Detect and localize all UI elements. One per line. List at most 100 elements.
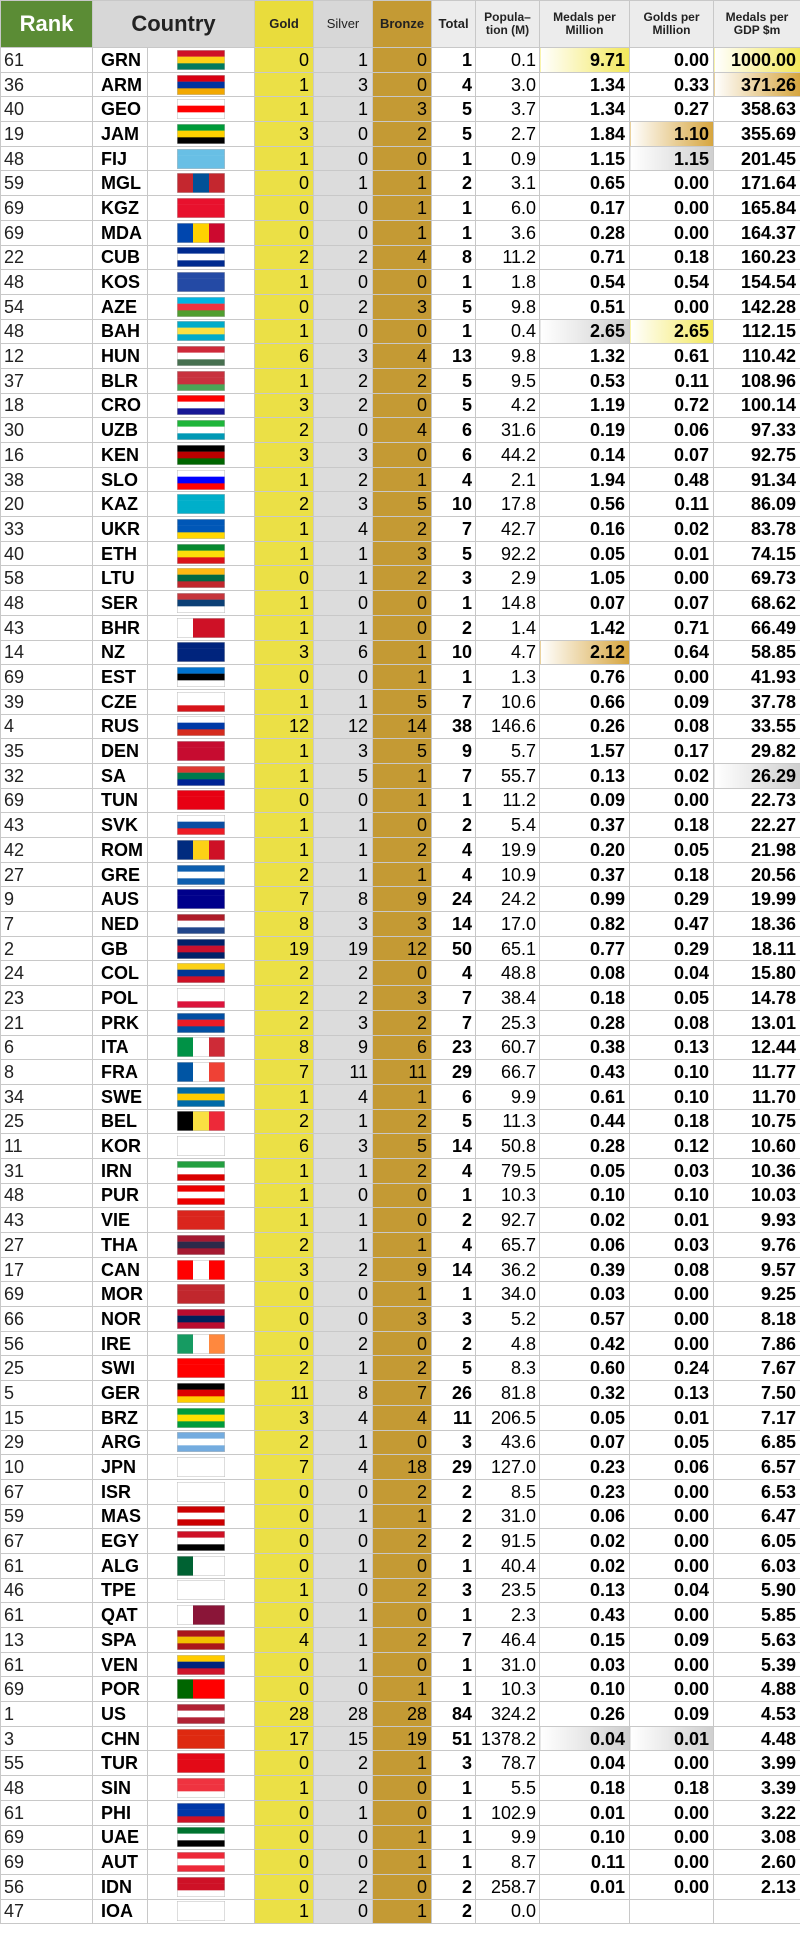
table-row[interactable]: 56 IRE 0 2 0 2 4.8 0.42 0.00 7.86 — [0, 1330, 800, 1357]
total-count: 50 — [431, 935, 477, 962]
table-row[interactable]: 13 SPA 4 1 2 7 46.4 0.15 0.09 5.63 — [0, 1627, 800, 1653]
table-row[interactable]: 6 ITA 8 9 6 23 60.7 0.38 0.13 12.44 — [0, 1034, 800, 1061]
medals-per-gdp-value: 10.75 — [713, 1108, 800, 1135]
table-row[interactable]: 67 ISR 0 0 2 2 8.5 0.23 0.00 6.53 — [0, 1478, 800, 1505]
table-row[interactable]: 61 VEN 0 1 0 1 31.0 0.03 0.00 5.39 — [0, 1651, 800, 1678]
country-code: EGY — [92, 1528, 148, 1554]
table-row[interactable]: 61 QAT 0 1 0 1 2.3 0.43 0.00 5.85 — [0, 1602, 800, 1628]
table-row[interactable]: 69 UAE 0 0 1 1 9.9 0.10 0.00 3.08 — [0, 1824, 800, 1851]
silver-header[interactable]: Silver — [313, 0, 374, 48]
table-row[interactable]: 48 BAH 1 0 0 1 0.4 2.65 2.65 112.15 — [0, 318, 800, 345]
table-row[interactable]: 3 CHN 17 15 19 51 1378.2 0.04 0.01 4.48 — [0, 1725, 800, 1752]
table-row[interactable]: 66 NOR 0 0 3 3 5.2 0.57 0.00 8.18 — [0, 1306, 800, 1332]
table-row[interactable]: 15 BRZ 3 4 4 11 206.5 0.05 0.01 7.17 — [0, 1404, 800, 1431]
flag-icon — [177, 1555, 225, 1576]
table-row[interactable]: 69 MDA 0 0 1 1 3.6 0.28 0.00 164.37 — [0, 219, 800, 246]
table-row[interactable]: 46 TPE 1 0 2 3 23.5 0.13 0.04 5.90 — [0, 1577, 800, 1604]
table-row[interactable]: 48 SIN 1 0 0 1 5.5 0.18 0.18 3.39 — [0, 1775, 800, 1801]
table-row[interactable]: 27 THA 2 1 1 4 65.7 0.06 0.03 9.76 — [0, 1232, 800, 1258]
flag-icon — [177, 1234, 225, 1255]
table-row[interactable]: 31 IRN 1 1 2 4 79.5 0.05 0.03 10.36 — [0, 1157, 800, 1184]
table-row[interactable]: 12 HUN 6 3 4 13 9.8 1.32 0.61 110.42 — [0, 343, 800, 369]
table-row[interactable]: 59 MGL 0 1 1 2 3.1 0.65 0.00 171.64 — [0, 170, 800, 197]
flag-cell — [146, 1478, 256, 1505]
table-row[interactable]: 18 CRO 3 2 0 5 4.2 1.19 0.72 100.14 — [0, 392, 800, 419]
table-row[interactable]: 14 NZ 3 6 1 10 4.7 2.12 0.64 58.85 — [0, 639, 800, 666]
flag-icon — [177, 1136, 225, 1157]
table-row[interactable]: 33 UKR 1 4 2 7 42.7 0.16 0.02 83.78 — [0, 516, 800, 542]
table-row[interactable]: 69 AUT 0 0 1 1 8.7 0.11 0.00 2.60 — [0, 1849, 800, 1875]
table-row[interactable]: 38 SLO 1 2 1 4 2.1 1.94 0.48 91.34 — [0, 466, 800, 493]
table-row[interactable]: 69 KGZ 0 0 1 1 6.0 0.17 0.00 165.84 — [0, 195, 800, 221]
table-row[interactable]: 37 BLR 1 2 2 5 9.5 0.53 0.11 108.96 — [0, 367, 800, 394]
table-row[interactable]: 48 SER 1 0 0 1 14.8 0.07 0.07 68.62 — [0, 590, 800, 616]
table-row[interactable]: 67 EGY 0 0 2 2 91.5 0.02 0.00 6.05 — [0, 1528, 800, 1554]
table-row[interactable]: 43 SVK 1 1 0 2 5.4 0.37 0.18 22.27 — [0, 812, 800, 838]
table-row[interactable]: 69 TUN 0 0 1 1 11.2 0.09 0.00 22.73 — [0, 787, 800, 814]
total-count: 6 — [431, 417, 477, 443]
table-row[interactable]: 61 ALG 0 1 0 1 40.4 0.02 0.00 6.03 — [0, 1552, 800, 1579]
table-row[interactable]: 39 CZE 1 1 5 7 10.6 0.66 0.09 37.78 — [0, 688, 800, 715]
table-row[interactable]: 21 PRK 2 3 2 7 25.3 0.28 0.08 13.01 — [0, 1009, 800, 1036]
table-row[interactable]: 59 MAS 0 1 1 2 31.0 0.06 0.00 6.47 — [0, 1503, 800, 1530]
table-row[interactable]: 48 PUR 1 0 0 1 10.3 0.10 0.10 10.03 — [0, 1182, 800, 1209]
gold-header[interactable]: Gold — [254, 0, 315, 48]
table-row[interactable]: 61 GRN 0 1 0 1 0.1 9.71 0.00 1000.00 — [0, 47, 800, 73]
table-row[interactable]: 9 AUS 7 8 9 24 24.2 0.99 0.29 19.99 — [0, 886, 800, 913]
bronze-count: 19 — [372, 1725, 433, 1752]
table-row[interactable]: 23 POL 2 2 3 7 38.4 0.18 0.05 14.78 — [0, 985, 800, 1011]
gold-count: 2 — [254, 244, 315, 271]
flag-icon — [177, 815, 225, 836]
table-row[interactable]: 61 PHI 0 1 0 1 102.9 0.01 0.00 3.22 — [0, 1799, 800, 1826]
table-row[interactable]: 55 TUR 0 2 1 3 78.7 0.04 0.00 3.99 — [0, 1750, 800, 1777]
country-header[interactable]: Country — [91, 0, 256, 48]
table-row[interactable]: 40 GEO 1 1 3 5 3.7 1.34 0.27 358.63 — [0, 96, 800, 123]
bronze-header[interactable]: Bronze — [372, 0, 433, 48]
table-row[interactable]: 2 GB 19 19 12 50 65.1 0.77 0.29 18.11 — [0, 935, 800, 962]
gold-count: 3 — [254, 442, 315, 468]
table-row[interactable]: 69 MOR 0 0 1 1 34.0 0.03 0.00 9.25 — [0, 1281, 800, 1308]
table-row[interactable]: 40 ETH 1 1 3 5 92.2 0.05 0.01 74.15 — [0, 540, 800, 567]
table-row[interactable]: 5 GER 11 8 7 26 81.8 0.32 0.13 7.50 — [0, 1380, 800, 1406]
table-row[interactable]: 32 SA 1 5 1 7 55.7 0.13 0.02 26.29 — [0, 762, 800, 789]
total-count: 4 — [431, 861, 477, 888]
medals-per-million-header[interactable]: Medals per Million — [539, 0, 631, 48]
table-row[interactable]: 35 DEN 1 3 5 9 5.7 1.57 0.17 29.82 — [0, 738, 800, 764]
table-row[interactable]: 1 US 28 28 28 84 324.2 0.26 0.09 4.53 — [0, 1701, 800, 1727]
population-header[interactable]: Popula–tion (M) — [475, 0, 541, 48]
table-row[interactable]: 8 FRA 7 11 11 29 66.7 0.43 0.10 11.77 — [0, 1059, 800, 1085]
table-row[interactable]: 29 ARG 2 1 0 3 43.6 0.07 0.05 6.85 — [0, 1429, 800, 1456]
table-row[interactable]: 16 KEN 3 3 0 6 44.2 0.14 0.07 92.75 — [0, 442, 800, 468]
table-row[interactable]: 36 ARM 1 3 0 4 3.0 1.34 0.33 371.26 — [0, 71, 800, 98]
table-row[interactable]: 19 JAM 3 0 2 5 2.7 1.84 1.10 355.69 — [0, 121, 800, 147]
table-row[interactable]: 7 NED 8 3 3 14 17.0 0.82 0.47 18.36 — [0, 911, 800, 937]
table-row[interactable]: 69 POR 0 0 1 1 10.3 0.10 0.00 4.88 — [0, 1676, 800, 1703]
table-row[interactable]: 24 COL 2 2 0 4 48.8 0.08 0.04 15.80 — [0, 960, 800, 987]
table-row[interactable]: 48 FIJ 1 0 0 1 0.9 1.15 1.15 201.45 — [0, 145, 800, 172]
table-row[interactable]: 47 IOA 1 0 1 2 0.0 — [0, 1898, 800, 1925]
medals-per-gdp-header[interactable]: Medals per GDP $m — [713, 0, 800, 48]
table-row[interactable]: 25 SWI 2 1 2 5 8.3 0.60 0.24 7.67 — [0, 1355, 800, 1382]
table-row[interactable]: 42 ROM 1 1 2 4 19.9 0.20 0.05 21.98 — [0, 837, 800, 863]
table-row[interactable]: 10 JPN 7 4 18 29 127.0 0.23 0.06 6.57 — [0, 1454, 800, 1480]
table-row[interactable]: 20 KAZ 2 3 5 10 17.8 0.56 0.11 86.09 — [0, 491, 800, 518]
table-row[interactable]: 56 IDN 0 2 0 2 258.7 0.01 0.00 2.13 — [0, 1873, 800, 1900]
table-row[interactable]: 11 KOR 6 3 5 14 50.8 0.28 0.12 10.60 — [0, 1133, 800, 1159]
golds-per-million-header[interactable]: Golds per Million — [629, 0, 715, 48]
rank-header[interactable]: Rank — [0, 0, 93, 48]
table-row[interactable]: 17 CAN 3 2 9 14 36.2 0.39 0.08 9.57 — [0, 1256, 800, 1283]
table-row[interactable]: 43 VIE 1 1 0 2 92.7 0.02 0.01 9.93 — [0, 1207, 800, 1233]
total-header[interactable]: Total — [431, 0, 477, 48]
table-row[interactable]: 34 SWE 1 4 1 6 9.9 0.61 0.10 11.70 — [0, 1083, 800, 1110]
table-row[interactable]: 48 KOS 1 0 0 1 1.8 0.54 0.54 154.54 — [0, 269, 800, 295]
table-row[interactable]: 54 AZE 0 2 3 5 9.8 0.51 0.00 142.28 — [0, 293, 800, 320]
table-row[interactable]: 43 BHR 1 1 0 2 1.4 1.42 0.71 66.49 — [0, 614, 800, 641]
table-row[interactable]: 30 UZB 2 0 4 6 31.6 0.19 0.06 97.33 — [0, 417, 800, 443]
table-row[interactable]: 58 LTU 0 1 2 3 2.9 1.05 0.00 69.73 — [0, 565, 800, 592]
gold-count: 1 — [254, 837, 315, 863]
table-row[interactable]: 4 RUS 12 12 14 38 146.6 0.26 0.08 33.55 — [0, 713, 800, 740]
table-row[interactable]: 69 EST 0 0 1 1 1.3 0.76 0.00 41.93 — [0, 664, 800, 690]
table-row[interactable]: 25 BEL 2 1 2 5 11.3 0.44 0.18 10.75 — [0, 1108, 800, 1135]
table-row[interactable]: 27 GRE 2 1 1 4 10.9 0.37 0.18 20.56 — [0, 861, 800, 888]
table-row[interactable]: 22 CUB 2 2 4 8 11.2 0.71 0.18 160.23 — [0, 244, 800, 271]
